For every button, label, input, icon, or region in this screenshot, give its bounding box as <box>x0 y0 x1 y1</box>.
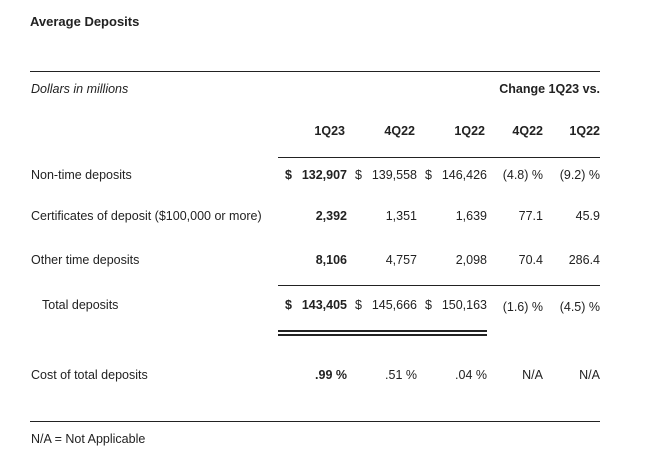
row-label: Certificates of deposit ($100,000 or mor… <box>31 209 262 223</box>
cell-value: 145,666 <box>371 298 417 312</box>
cell-value: .51 % <box>385 368 417 382</box>
dollar-sign: $ <box>285 168 292 182</box>
row-label: Other time deposits <box>31 253 140 267</box>
dollar-sign: $ <box>425 168 432 182</box>
dollar-sign: $ <box>425 298 432 312</box>
cell-value: .99 % <box>315 368 347 382</box>
cell-value: 286.4 <box>568 253 600 267</box>
cell-value: 150,163 <box>441 298 487 312</box>
cell-value: N/A <box>579 368 600 382</box>
cell-value: 2,098 <box>455 253 487 267</box>
cell-value: 4,757 <box>385 253 417 267</box>
dollar-sign: $ <box>355 168 362 182</box>
cell-value: N/A <box>522 368 543 382</box>
footnote: N/A = Not Applicable <box>31 432 146 446</box>
divider <box>278 157 600 158</box>
cell-value: 1,351 <box>385 209 417 223</box>
row-label: Total deposits <box>42 298 119 312</box>
cell-value: 1,639 <box>455 209 487 223</box>
divider <box>30 71 600 72</box>
cell-value: .04 % <box>455 368 487 382</box>
divider <box>30 421 600 422</box>
column-header: 1Q23 <box>314 124 345 138</box>
cell-value: (4.8) % <box>502 168 543 182</box>
double-underline <box>278 334 487 336</box>
cell-value: (9.2) % <box>559 168 600 182</box>
column-header: 4Q22 <box>512 124 543 138</box>
column-header: 1Q22 <box>569 124 600 138</box>
dollar-sign: $ <box>285 298 292 312</box>
cell-value: 139,558 <box>371 168 417 182</box>
dollar-sign: $ <box>355 298 362 312</box>
cell-value: 8,106 <box>315 253 347 267</box>
change-header: Change 1Q23 vs. <box>499 82 600 96</box>
cell-value: 132,907 <box>301 168 347 182</box>
row-label: Cost of total deposits <box>31 368 148 382</box>
column-header: 1Q22 <box>454 124 485 138</box>
cell-value: (4.5) % <box>559 300 600 314</box>
cell-value: 2,392 <box>315 209 347 223</box>
row-label: Non-time deposits <box>31 168 132 182</box>
cell-value: (1.6) % <box>502 300 543 314</box>
column-header: 4Q22 <box>384 124 415 138</box>
page-title: Average Deposits <box>30 14 140 29</box>
double-underline <box>278 330 487 332</box>
cell-value: 45.9 <box>575 209 600 223</box>
divider <box>278 285 600 286</box>
units-label: Dollars in millions <box>31 82 129 96</box>
cell-value: 143,405 <box>301 298 347 312</box>
cell-value: 77.1 <box>518 209 543 223</box>
cell-value: 146,426 <box>441 168 487 182</box>
cell-value: 70.4 <box>518 253 543 267</box>
